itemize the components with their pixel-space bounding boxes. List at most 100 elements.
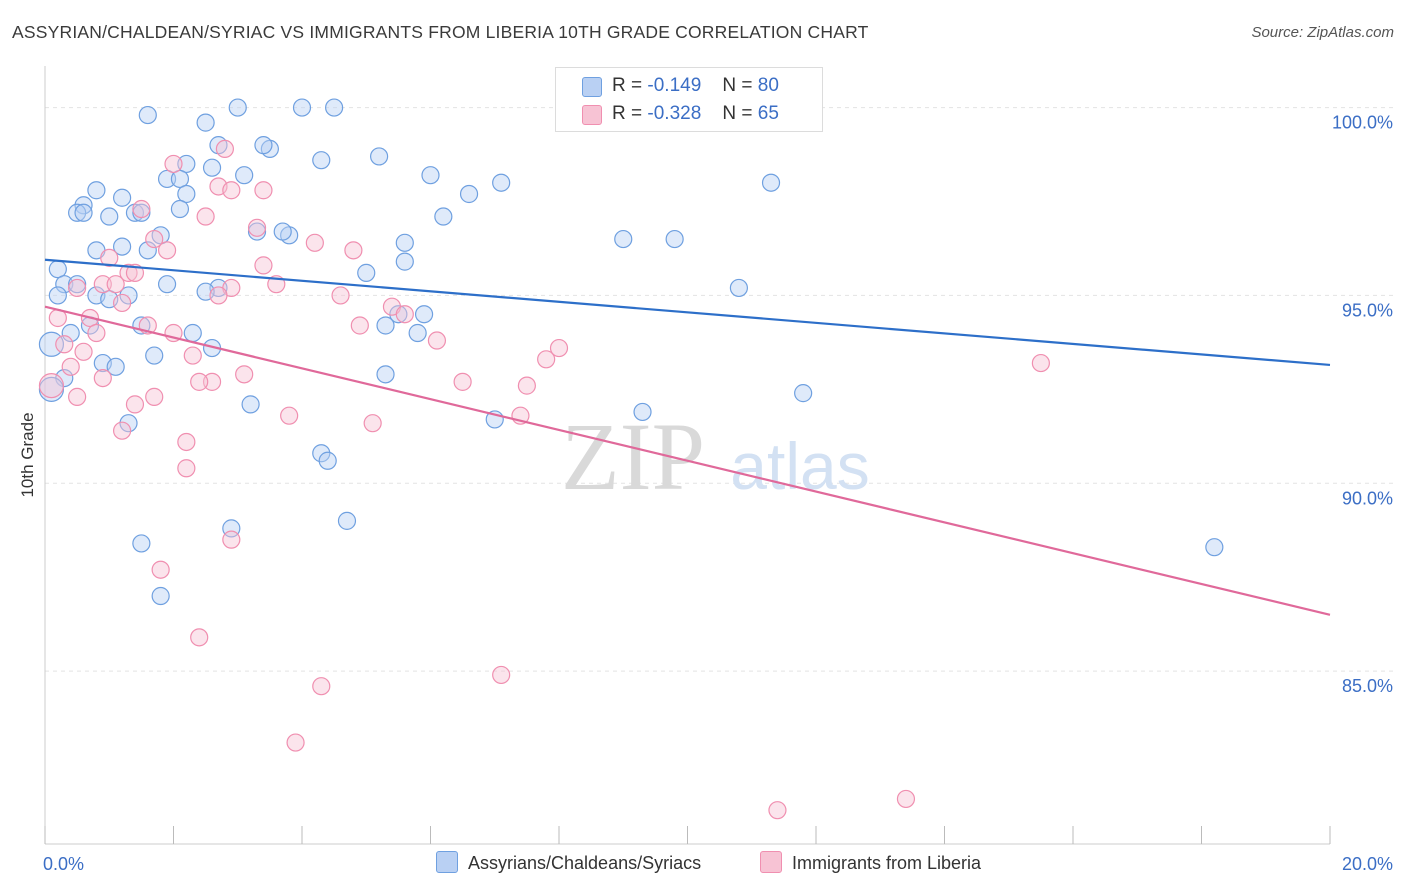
legend-swatch-liberia bbox=[582, 105, 602, 125]
data-point bbox=[280, 406, 299, 425]
data-point bbox=[132, 199, 151, 219]
data-point bbox=[125, 263, 145, 282]
data-point bbox=[145, 229, 164, 249]
data-point bbox=[74, 342, 93, 361]
series-1-points bbox=[38, 98, 1050, 820]
data-point bbox=[177, 184, 196, 204]
data-point bbox=[190, 628, 209, 647]
data-point bbox=[119, 414, 138, 433]
data-point bbox=[112, 188, 132, 207]
data-point bbox=[434, 207, 453, 226]
data-point bbox=[196, 207, 215, 226]
watermark-atlas: atlas bbox=[730, 429, 869, 503]
data-point bbox=[61, 323, 80, 343]
data-point bbox=[68, 203, 87, 222]
data-point bbox=[38, 373, 65, 399]
data-point bbox=[357, 263, 376, 282]
data-point bbox=[395, 252, 414, 271]
data-point bbox=[119, 286, 138, 305]
data-point bbox=[151, 586, 170, 606]
trend-line-0 bbox=[44, 258, 1331, 367]
data-point bbox=[183, 323, 202, 343]
data-point bbox=[157, 241, 177, 260]
data-point bbox=[421, 166, 440, 185]
data-point bbox=[170, 169, 190, 189]
data-point bbox=[453, 372, 472, 391]
watermark: ZIP atlas bbox=[561, 403, 870, 510]
legend-swatch-assyrian bbox=[582, 77, 602, 97]
data-point bbox=[389, 305, 408, 324]
data-point bbox=[183, 346, 202, 365]
data-point bbox=[427, 331, 447, 350]
gridlines bbox=[45, 107, 1393, 672]
data-point bbox=[68, 387, 87, 406]
data-point bbox=[665, 229, 684, 249]
data-point bbox=[177, 432, 196, 452]
data-point bbox=[273, 222, 292, 241]
data-point bbox=[106, 357, 125, 376]
data-point bbox=[241, 395, 260, 414]
data-point bbox=[305, 233, 324, 252]
y-tick-label: 85.0% bbox=[1342, 676, 1393, 696]
series-0-points bbox=[38, 98, 1224, 606]
data-point bbox=[370, 147, 389, 166]
legend-r-label: R = bbox=[612, 103, 643, 124]
y-tick-label: 95.0% bbox=[1342, 300, 1393, 320]
data-point bbox=[100, 248, 119, 267]
data-point bbox=[633, 402, 652, 422]
data-point bbox=[87, 323, 106, 343]
data-point bbox=[157, 169, 177, 189]
data-point bbox=[68, 278, 87, 298]
data-point bbox=[492, 173, 511, 192]
data-point bbox=[112, 237, 132, 256]
series-swatch-liberia bbox=[760, 851, 782, 873]
data-point bbox=[119, 263, 138, 282]
axes bbox=[44, 66, 1331, 845]
data-point bbox=[151, 560, 170, 579]
data-point bbox=[312, 677, 331, 696]
data-point bbox=[38, 331, 65, 357]
data-point bbox=[794, 384, 813, 403]
data-point bbox=[93, 275, 112, 294]
data-point bbox=[196, 113, 215, 132]
tick-labels: 85.0% 90.0% 95.0% 100.0% 0.0% 20.0% bbox=[43, 113, 1393, 874]
legend-n-value: 80 bbox=[757, 75, 779, 96]
data-point bbox=[325, 98, 344, 117]
legend-n-value: 65 bbox=[757, 103, 779, 124]
data-point bbox=[896, 789, 916, 809]
data-point bbox=[138, 105, 157, 125]
x-tick-label: 0.0% bbox=[43, 854, 84, 874]
data-point bbox=[414, 305, 434, 324]
data-point bbox=[761, 173, 781, 192]
data-point bbox=[235, 166, 254, 185]
data-point bbox=[292, 98, 312, 117]
data-point bbox=[344, 241, 363, 260]
series-label-liberia: Immigrants from Liberia bbox=[792, 853, 982, 873]
data-point bbox=[222, 530, 241, 549]
data-point bbox=[125, 395, 145, 414]
data-point bbox=[331, 286, 350, 305]
data-point bbox=[74, 203, 93, 222]
data-point bbox=[48, 286, 67, 305]
series-legend-liberia: Immigrants from Liberia bbox=[760, 851, 981, 874]
data-point bbox=[729, 278, 749, 298]
watermark-zip: ZIP bbox=[561, 403, 705, 510]
data-point bbox=[537, 350, 556, 369]
data-point bbox=[376, 316, 395, 335]
data-point bbox=[254, 256, 273, 275]
y-tick-label: 100.0% bbox=[1332, 113, 1393, 133]
data-point bbox=[549, 338, 569, 358]
data-point bbox=[61, 357, 80, 376]
data-point bbox=[93, 368, 112, 388]
data-point bbox=[1205, 538, 1224, 557]
data-point bbox=[1031, 353, 1050, 373]
y-tick-label: 90.0% bbox=[1342, 488, 1393, 508]
data-point bbox=[254, 181, 273, 200]
data-point bbox=[254, 136, 273, 155]
series-swatch-assyrian bbox=[436, 851, 458, 873]
data-point bbox=[209, 286, 228, 305]
data-point bbox=[614, 229, 633, 249]
data-point bbox=[55, 335, 74, 354]
data-point bbox=[286, 733, 305, 752]
